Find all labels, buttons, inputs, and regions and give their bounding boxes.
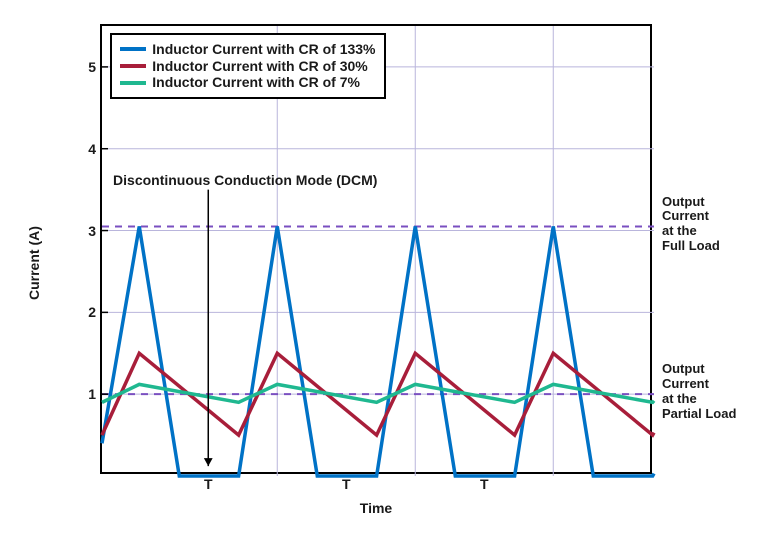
legend-swatch-icon (120, 47, 146, 51)
legend-label: Inductor Current with CR of 30% (152, 58, 367, 75)
legend-label: Inductor Current with CR of 7% (152, 74, 360, 91)
side-label-line: Output (662, 362, 736, 377)
side-label-partial-load: OutputCurrentat thePartial Load (662, 362, 736, 422)
side-label-line: Output (662, 195, 720, 210)
dcm-arrow-head (204, 458, 213, 466)
side-label-line: Full Load (662, 239, 720, 254)
x-axis-label: Time (100, 500, 652, 516)
xtick-0: T (204, 472, 213, 492)
side-label-line: at the (662, 392, 736, 407)
xtick-2: T (480, 472, 489, 492)
ytick-1: 1 (88, 386, 102, 402)
side-label-line: Current (662, 209, 720, 224)
series-cr133 (102, 226, 654, 476)
legend-swatch-icon (120, 64, 146, 68)
dcm-annotation-text: Discontinuous Conduction Mode (DCM) (113, 172, 377, 188)
legend-item-1: Inductor Current with CR of 30% (120, 58, 375, 75)
ytick-4: 4 (88, 141, 102, 157)
legend-swatch-icon (120, 81, 146, 85)
ytick-2: 2 (88, 304, 102, 320)
legend-item-2: Inductor Current with CR of 7% (120, 74, 375, 91)
side-label-line: Partial Load (662, 407, 736, 422)
figure-root: Current (A) Time Inductor Current with C… (0, 0, 780, 535)
plot-area: Inductor Current with CR of 133%Inductor… (100, 24, 652, 474)
ytick-3: 3 (88, 223, 102, 239)
y-axis-label: Current (A) (26, 226, 42, 300)
legend-item-0: Inductor Current with CR of 133% (120, 41, 375, 58)
ytick-5: 5 (88, 59, 102, 75)
legend-label: Inductor Current with CR of 133% (152, 41, 375, 58)
side-label-line: Current (662, 377, 736, 392)
side-label-line: at the (662, 224, 720, 239)
legend-box: Inductor Current with CR of 133%Inductor… (110, 33, 385, 99)
side-label-full-load: OutputCurrentat theFull Load (662, 195, 720, 255)
xtick-1: T (342, 472, 351, 492)
